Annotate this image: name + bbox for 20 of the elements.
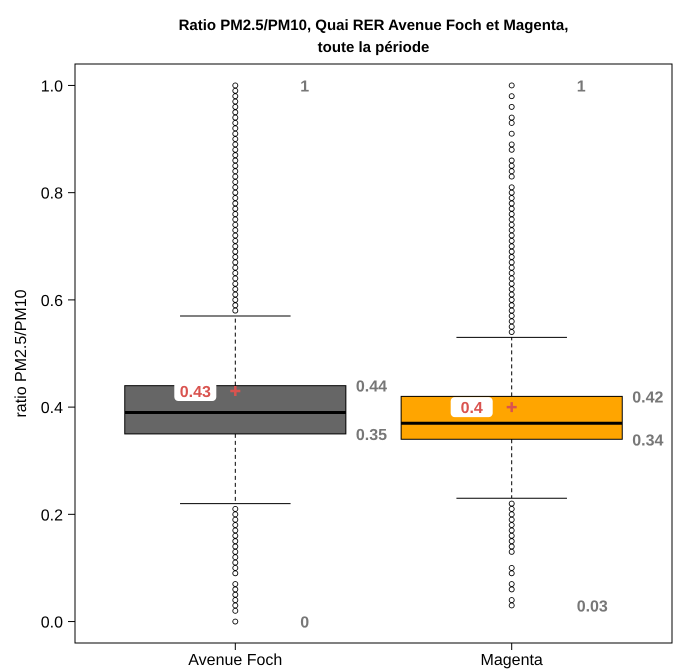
annotation: 0.44 <box>356 378 388 396</box>
y-tick-label: 0.6 <box>40 292 64 310</box>
y-tick-label: 0.4 <box>40 400 64 418</box>
annotation: 0.43 <box>180 384 211 402</box>
x-tick-label: Magenta <box>480 652 543 669</box>
y-tick-label: 0.2 <box>40 507 64 524</box>
y-tick-label: 0.8 <box>40 186 64 203</box>
annotation: 0 <box>300 614 310 632</box>
annotation: 0.4 <box>460 400 483 418</box>
chart-title: Ratio PM2.5/PM10, Quai RER Avenue Foch et Magenta, toute la période <box>178 17 568 56</box>
annotation: 0.42 <box>632 389 664 406</box>
x-tick-label: Avenue Foch <box>188 652 282 669</box>
annotation: 1 <box>300 78 310 96</box>
annotation: 0.34 <box>632 432 664 450</box>
y-tick-label: 1.0 <box>40 78 64 96</box>
annotation: 0.35 <box>356 426 388 444</box>
y-axis-title: ratio PM2.5/PM10 <box>13 289 30 418</box>
annotation: 0.03 <box>576 598 608 616</box>
annotation: 1 <box>576 78 586 96</box>
y-tick-label: 0.0 <box>40 614 64 632</box>
